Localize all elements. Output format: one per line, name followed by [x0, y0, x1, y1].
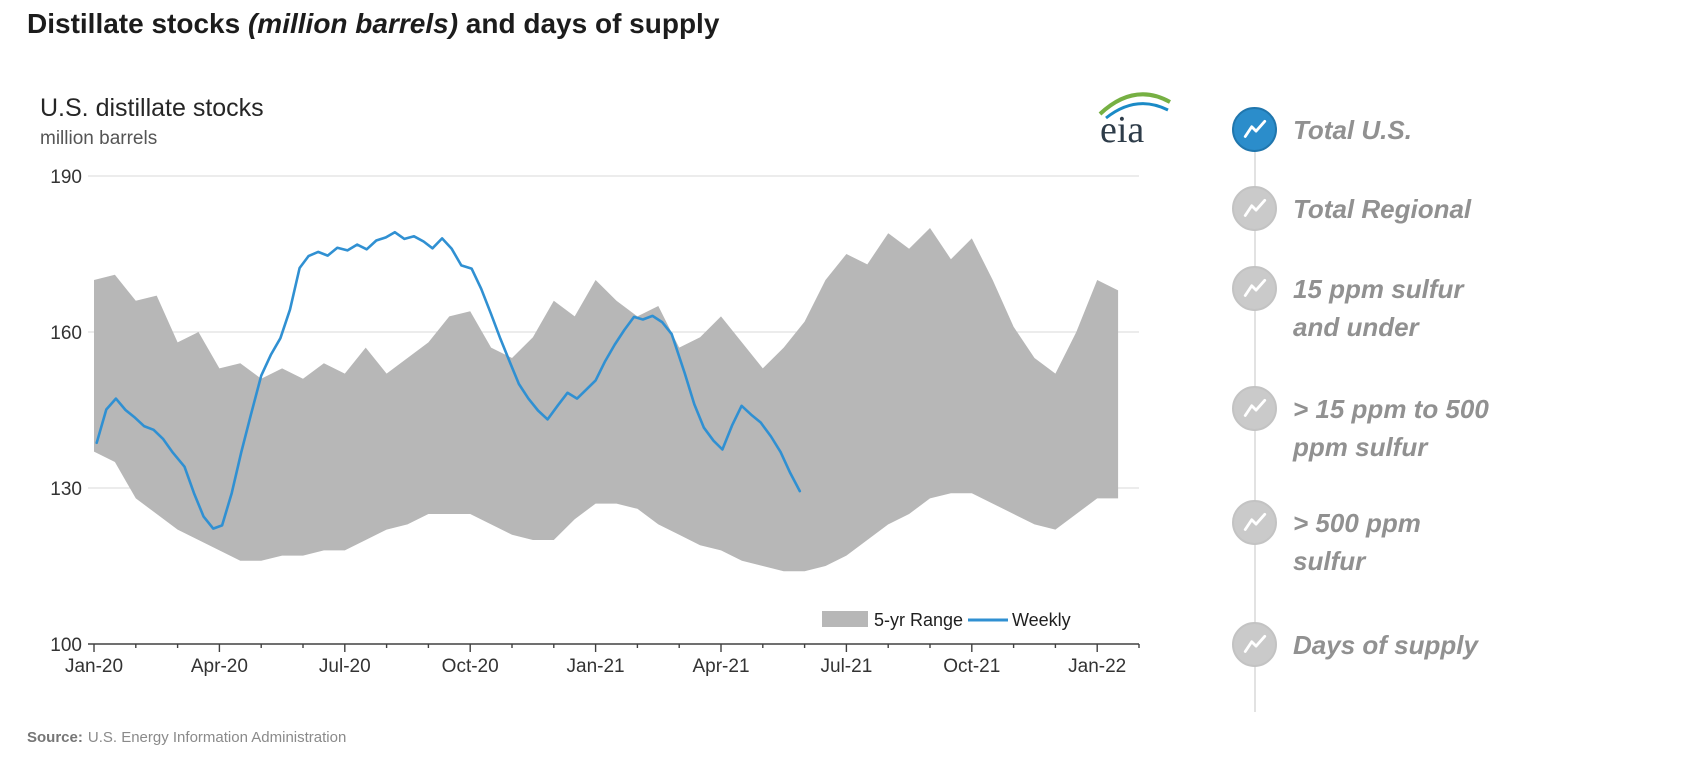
x-tick-label: Jan-20 [65, 656, 123, 677]
sidebar-item-15-ppm-sulfur-and-under[interactable]: 15 ppm sulfur and under [1232, 266, 1505, 346]
logo-green-swoosh-icon [1098, 92, 1171, 116]
sidebar-item-15-ppm-to-500-ppm-sulfur[interactable]: > 15 ppm to 500 ppm sulfur [1232, 386, 1505, 466]
stocks-chart: Jan-20 Apr-20 Jul-20 Oct-20 Jan-21 Apr-21 Jul-… [50, 167, 1140, 677]
five-year-range-band [94, 228, 1119, 572]
weekly-line [95, 230, 802, 530]
page-title-prefix: Distillate stocks [27, 8, 248, 39]
y-tick-label: 100 [50, 635, 82, 656]
chart-title: U.S. distillate stocks [40, 94, 264, 122]
legend-band-label: 5-yr Range [874, 610, 963, 630]
source-label: Source: [27, 729, 83, 746]
sidebar-item-label[interactable]: > 500 ppm sulfur [1293, 508, 1421, 576]
chart-subtitle: million barrels [40, 128, 158, 149]
line-chart-icon [1243, 198, 1266, 217]
sidebar-item-label[interactable]: Days of supply [1293, 630, 1478, 660]
line-chart-icon [1243, 512, 1266, 531]
sidebar-item-label[interactable]: 15 ppm sulfur and under [1293, 274, 1464, 342]
chart-toggle-button-total-regional[interactable] [1232, 186, 1277, 231]
sidebar-item-500-ppm-sulfur[interactable]: > 500 ppm sulfur [1232, 500, 1505, 580]
chart-toggle-button-days-of-supply[interactable] [1232, 622, 1277, 667]
line-chart-icon [1243, 398, 1266, 417]
x-tick-label: Jan-21 [567, 656, 625, 677]
x-tick-label: Apr-20 [191, 656, 248, 677]
x-tick-label: Oct-21 [943, 656, 1000, 677]
x-axis: Jan-20 Apr-20 Jul-20 Oct-20 Jan-21 Apr-21 Jul-… [65, 643, 1140, 677]
sidebar-item-total-u-s[interactable]: Total U.S. [1232, 107, 1505, 152]
chart-toggle-button-15-ppm-to-500-ppm-sulfur[interactable] [1232, 386, 1277, 431]
x-tick-label: Jul-21 [821, 656, 873, 677]
chart-toggle-button-500-ppm-sulfur[interactable] [1232, 500, 1277, 545]
y-tick-label: 190 [50, 167, 82, 188]
line-chart-icon [1243, 119, 1266, 138]
page-title: Distillate stocks (million barrels) and … [27, 8, 719, 40]
y-tick-label: 160 [50, 323, 82, 344]
x-tick-label: Apr-21 [692, 656, 749, 677]
sidebar-item-label[interactable]: > 15 ppm to 500 ppm sulfur [1293, 394, 1489, 462]
logo-blue-swoosh-icon [1105, 102, 1169, 120]
page-title-suffix: and days of supply [458, 8, 720, 39]
source-text: U.S. Energy Information Administration [87, 729, 347, 746]
source-line: Source: U.S. Energy Information Administr… [27, 729, 346, 746]
chart-selector-sidebar: Total U.S. Total Regional 15 ppm sulfur an… [1228, 0, 1588, 769]
chart-toggle-button-15-ppm-sulfur-and-under[interactable] [1232, 266, 1277, 311]
sidebar-item-total-regional[interactable]: Total Regional [1232, 186, 1505, 231]
legend-band-swatch-icon [822, 611, 868, 627]
sidebar-item-label[interactable]: Total U.S. [1293, 115, 1412, 145]
logo-text: eia [1100, 109, 1144, 148]
chart-panel: Jan-20 Apr-20 Jul-20 Oct-20 Jan-21 Apr-21 Jul-… [24, 84, 1184, 716]
page-title-italic: (million barrels) [247, 8, 459, 39]
x-tick-label: Oct-20 [442, 656, 499, 677]
x-tick-label: Jan-22 [1068, 656, 1126, 677]
legend-weekly-label: Weekly [1012, 610, 1071, 630]
y-tick-label: 130 [50, 479, 82, 500]
sidebar-item-label[interactable]: Total Regional [1293, 194, 1472, 224]
sidebar-item-days-of-supply[interactable]: Days of supply [1232, 622, 1505, 667]
chart-toggle-button-total-u-s[interactable] [1232, 107, 1277, 152]
eia-logo: eia [1098, 92, 1171, 148]
line-chart-icon [1243, 278, 1266, 297]
chart-legend: 5-yr Range Weekly [822, 610, 1071, 630]
x-tick-label: Jul-20 [319, 656, 371, 677]
line-chart-icon [1243, 634, 1266, 653]
y-axis-labels: 100 130 160 190 [50, 167, 82, 656]
